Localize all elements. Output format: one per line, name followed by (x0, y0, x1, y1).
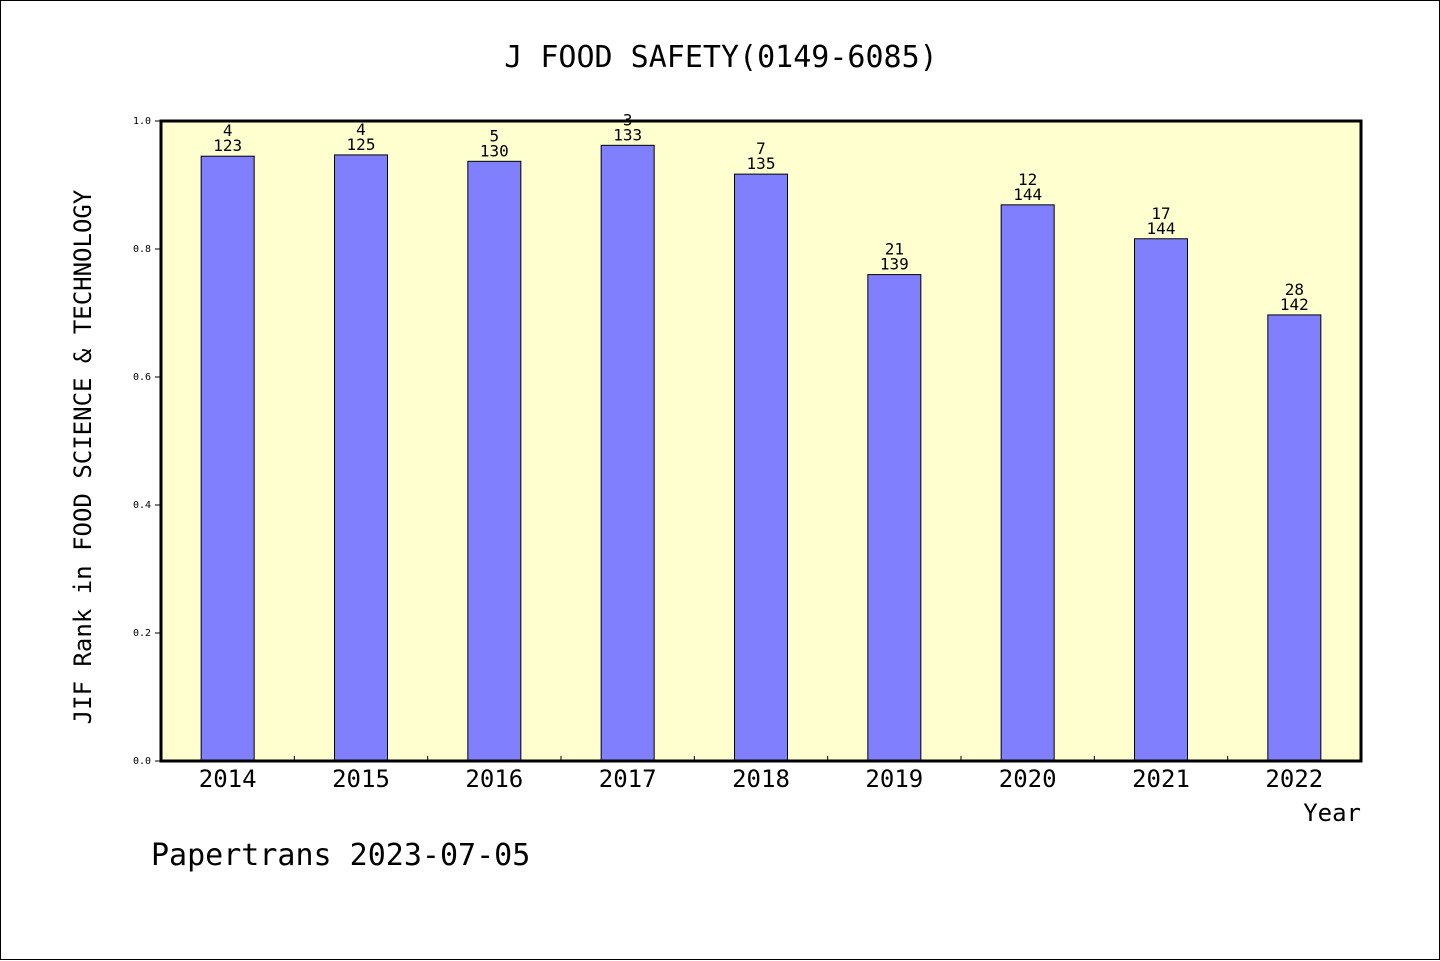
bar-2015 (334, 154, 388, 762)
rank-label: 4 (223, 121, 233, 140)
rank-label: 28 (1285, 280, 1304, 299)
total-label: 125 (347, 135, 376, 154)
bar-2019 (867, 274, 922, 762)
total-label: 133 (613, 125, 642, 144)
x-tick-label: 2018 (732, 765, 790, 793)
y-tick-label: 0.0 (133, 756, 151, 767)
bar-2020 (1000, 204, 1055, 762)
x-tick-label: 2017 (599, 765, 657, 793)
x-tick-label: 2022 (1265, 765, 1323, 793)
rank-label: 5 (490, 126, 500, 145)
bar-2018 (734, 173, 788, 762)
y-tick-label: 0.2 (133, 628, 151, 639)
total-label: 142 (1280, 295, 1309, 314)
rank-label: 4 (356, 120, 366, 139)
rank-label: 12 (1018, 170, 1037, 189)
y-tick-label: 0.6 (133, 372, 151, 383)
footer-credit: Papertrans 2023-07-05 (151, 838, 530, 873)
total-label: 144 (1147, 219, 1176, 238)
bar-2016 (467, 160, 522, 762)
x-tick-label: 2014 (199, 765, 257, 793)
bar-2014 (200, 155, 255, 762)
bar-2017 (600, 144, 655, 762)
y-axis-label: JIF Rank in FOOD SCIENCE & TECHNOLOGY (69, 189, 97, 724)
x-tick-label: 2015 (332, 765, 390, 793)
x-tick-label: 2021 (1132, 765, 1190, 793)
x-tick-label: 2019 (865, 765, 923, 793)
x-tick-label: 2020 (999, 765, 1057, 793)
y-tick-label: 0.8 (133, 244, 151, 255)
rank-label: 17 (1151, 204, 1170, 223)
chart-title: J FOOD SAFETY(0149-6085) (504, 40, 937, 75)
y-tick-label: 0.4 (133, 500, 151, 511)
bar-2022 (1267, 314, 1322, 762)
x-tick-label: 2016 (465, 765, 523, 793)
bar-2021 (1134, 238, 1188, 762)
plot-border (159, 119, 1363, 763)
total-label: 144 (1013, 185, 1042, 204)
total-label: 135 (747, 154, 776, 173)
rank-label: 7 (756, 139, 766, 158)
total-label: 130 (480, 141, 509, 160)
total-label: 123 (213, 136, 242, 155)
y-tick-label: 1.0 (133, 116, 151, 127)
rank-label: 21 (885, 240, 904, 259)
total-label: 139 (880, 255, 909, 274)
x-axis-label: Year (1303, 799, 1361, 827)
